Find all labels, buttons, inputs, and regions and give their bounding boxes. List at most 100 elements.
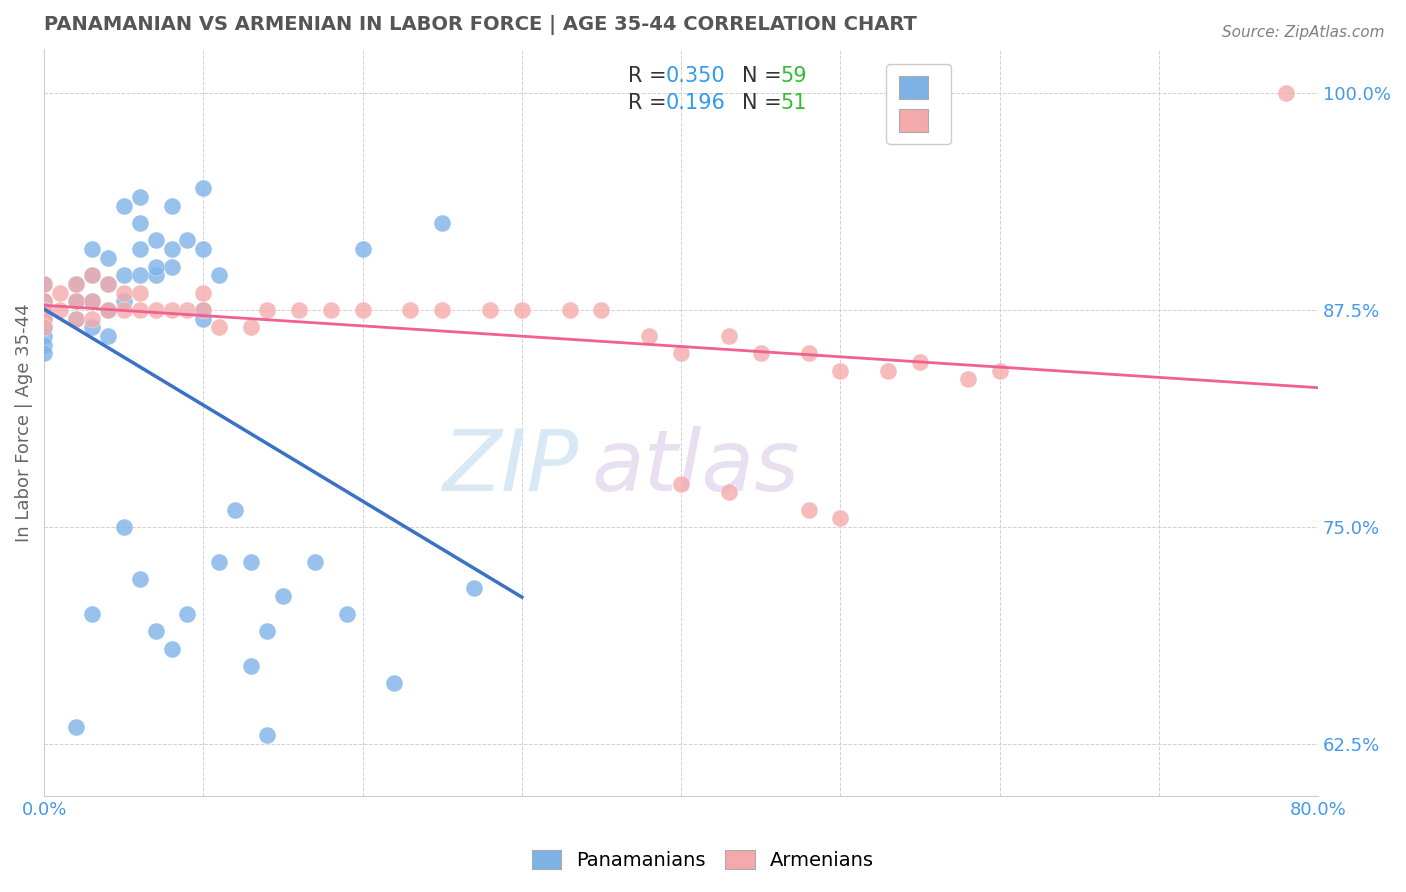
Point <box>988 364 1011 378</box>
Point <box>112 302 135 317</box>
Point <box>97 302 120 317</box>
Point <box>176 302 198 317</box>
Point <box>352 242 374 256</box>
Y-axis label: In Labor Force | Age 35-44: In Labor Force | Age 35-44 <box>15 303 32 542</box>
Point <box>49 285 72 300</box>
Point <box>32 277 55 291</box>
Point <box>797 346 820 360</box>
Point <box>32 302 55 317</box>
Point <box>479 302 502 317</box>
Point <box>32 294 55 309</box>
Text: 51: 51 <box>780 93 807 113</box>
Point <box>193 302 215 317</box>
Point <box>399 302 422 317</box>
Point <box>208 320 231 334</box>
Point <box>193 302 215 317</box>
Point <box>160 302 183 317</box>
Text: Source: ZipAtlas.com: Source: ZipAtlas.com <box>1222 25 1385 40</box>
Point <box>384 676 406 690</box>
Point <box>65 311 87 326</box>
Point <box>224 502 246 516</box>
Point <box>877 364 900 378</box>
Point <box>112 285 135 300</box>
Text: N =: N = <box>742 93 789 113</box>
Point <box>432 216 454 230</box>
Legend: , : , <box>886 63 950 145</box>
Point <box>80 311 103 326</box>
Point <box>304 555 326 569</box>
Point <box>271 590 294 604</box>
Point <box>193 311 215 326</box>
Point <box>65 277 87 291</box>
Point <box>32 311 55 326</box>
Point <box>463 581 485 595</box>
Point <box>65 277 87 291</box>
Point <box>128 268 150 283</box>
Point <box>32 346 55 360</box>
Text: ZIP: ZIP <box>443 426 579 509</box>
Point <box>128 242 150 256</box>
Point <box>65 294 87 309</box>
Point <box>32 311 55 326</box>
Text: R =: R = <box>627 93 673 113</box>
Point <box>65 720 87 734</box>
Text: R =: R = <box>627 66 673 86</box>
Point <box>336 607 359 621</box>
Point <box>830 364 852 378</box>
Point <box>193 285 215 300</box>
Point <box>797 502 820 516</box>
Point <box>145 268 167 283</box>
Point <box>160 199 183 213</box>
Point <box>352 302 374 317</box>
Point <box>256 624 278 639</box>
Point <box>80 607 103 621</box>
Point <box>80 294 103 309</box>
Point <box>176 607 198 621</box>
Text: atlas: atlas <box>592 426 800 509</box>
Point <box>510 302 533 317</box>
Point <box>717 329 740 343</box>
Point <box>160 260 183 274</box>
Point <box>112 268 135 283</box>
Point <box>97 329 120 343</box>
Point <box>256 302 278 317</box>
Point <box>32 320 55 334</box>
Text: PANAMANIAN VS ARMENIAN IN LABOR FORCE | AGE 35-44 CORRELATION CHART: PANAMANIAN VS ARMENIAN IN LABOR FORCE | … <box>44 15 917 35</box>
Point <box>160 641 183 656</box>
Point <box>32 320 55 334</box>
Point <box>208 555 231 569</box>
Legend: Panamanians, Armenians: Panamanians, Armenians <box>524 842 882 878</box>
Point <box>256 728 278 742</box>
Point <box>112 199 135 213</box>
Point <box>669 346 692 360</box>
Point <box>591 302 613 317</box>
Text: N =: N = <box>742 66 789 86</box>
Point <box>145 234 167 248</box>
Point <box>32 277 55 291</box>
Point <box>145 302 167 317</box>
Point <box>240 555 263 569</box>
Point <box>240 659 263 673</box>
Point <box>128 572 150 586</box>
Point <box>830 511 852 525</box>
Point <box>319 302 342 317</box>
Point <box>208 268 231 283</box>
Point <box>908 355 931 369</box>
Point <box>1275 86 1298 100</box>
Point <box>32 337 55 351</box>
Point <box>128 216 150 230</box>
Point <box>32 329 55 343</box>
Point <box>558 302 581 317</box>
Point <box>97 277 120 291</box>
Point <box>32 294 55 309</box>
Point <box>193 181 215 195</box>
Point <box>128 285 150 300</box>
Point <box>32 302 55 317</box>
Point <box>65 294 87 309</box>
Point <box>638 329 661 343</box>
Point <box>432 302 454 317</box>
Point <box>112 294 135 309</box>
Point <box>193 242 215 256</box>
Point <box>160 242 183 256</box>
Point <box>97 251 120 265</box>
